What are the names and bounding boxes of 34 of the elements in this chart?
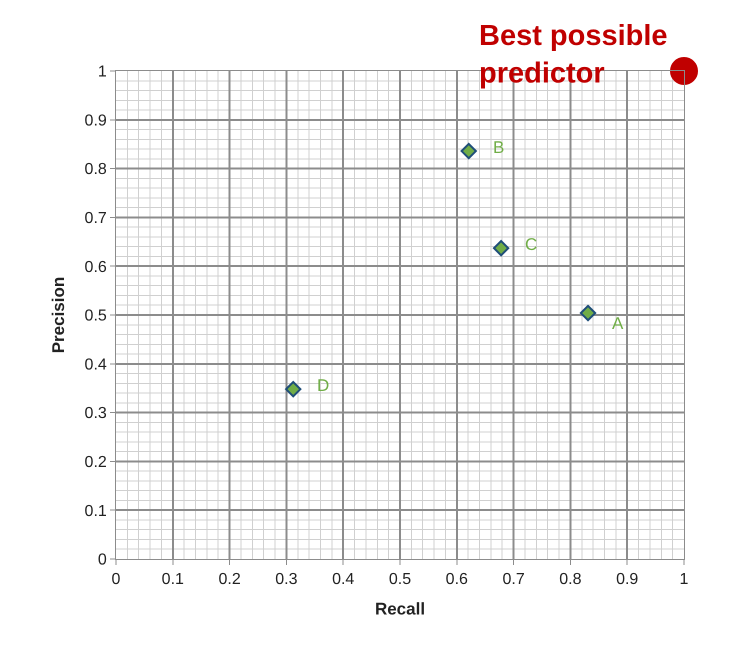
y-tick-label: 0.9 [84,112,107,130]
point [670,57,698,85]
x-tick-label: 1 [680,571,689,588]
annotation: B [493,138,504,157]
x-tick-label: 0.9 [616,571,638,588]
annotation: A [612,314,624,333]
x-tick-label: 0.5 [388,571,412,588]
y-axis-title: Precision [49,276,68,354]
y-tick-label: 0.6 [84,258,107,276]
x-tick-label: 0 [112,571,121,588]
annotation: C [525,235,538,254]
annotation: Best possible predictor [479,20,668,90]
x-tick-label: 0.4 [332,571,354,588]
y-tick-label: 0 [98,552,107,569]
y-tick-label: 0.3 [84,405,107,422]
point [460,142,477,160]
y-tick-label: 0.4 [84,356,107,374]
y-tick-label: 1 [98,64,107,81]
x-tick-label: 0.2 [218,571,241,588]
x-tick-label: 0.1 [162,571,184,588]
x-tick-label: 0.7 [502,571,525,588]
y-tick-label: 0.2 [84,454,107,471]
y-tick-label: 0.5 [84,308,107,325]
point [285,381,302,398]
x-tick-label: 0.8 [559,571,582,588]
point [492,240,510,256]
y-tick-label: 0.1 [84,502,107,520]
x-tick-label: 0.3 [275,571,298,588]
y-tick-label: 0.8 [84,161,107,178]
y-tick-label: 0.7 [84,210,107,227]
point [580,304,596,322]
x-tick-label: 0.6 [446,571,468,588]
x-axis-title: Recall [374,600,426,619]
annotation: D [317,376,330,395]
